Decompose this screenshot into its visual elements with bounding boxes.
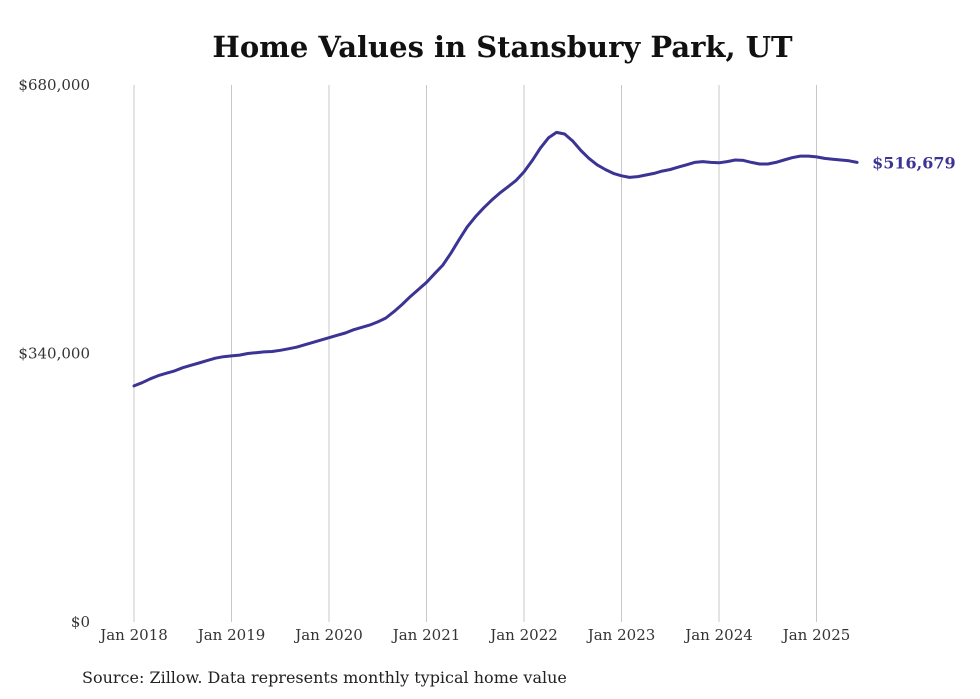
x-tick-label: Jan 2022 <box>488 626 558 644</box>
y-tick-label: $340,000 <box>18 345 90 363</box>
y-tick-label: $0 <box>71 613 90 631</box>
grid-lines <box>133 85 817 622</box>
x-tick-label: Jan 2018 <box>98 626 168 644</box>
home-value-line <box>132 130 859 388</box>
x-tick-label: Jan 2020 <box>293 626 363 644</box>
chart-title: Home Values in Stansbury Park, UT <box>212 30 793 64</box>
x-tick-label: Jan 2023 <box>586 626 656 644</box>
y-tick-label: $680,000 <box>18 76 90 94</box>
x-tick-label: Jan 2024 <box>683 626 753 644</box>
x-tick-label: Jan 2021 <box>391 626 461 644</box>
latest-value-label: $516,679 <box>872 153 956 172</box>
source-note: Source: Zillow. Data represents monthly … <box>82 668 567 687</box>
y-axis-ticks: $0 $340,000 $680,000 <box>18 76 90 631</box>
x-tick-label: Jan 2019 <box>196 626 266 644</box>
x-axis-ticks: Jan 2018 Jan 2019 Jan 2020 Jan 2021 Jan 2022… <box>98 626 850 644</box>
x-tick-label: Jan 2025 <box>781 626 851 644</box>
